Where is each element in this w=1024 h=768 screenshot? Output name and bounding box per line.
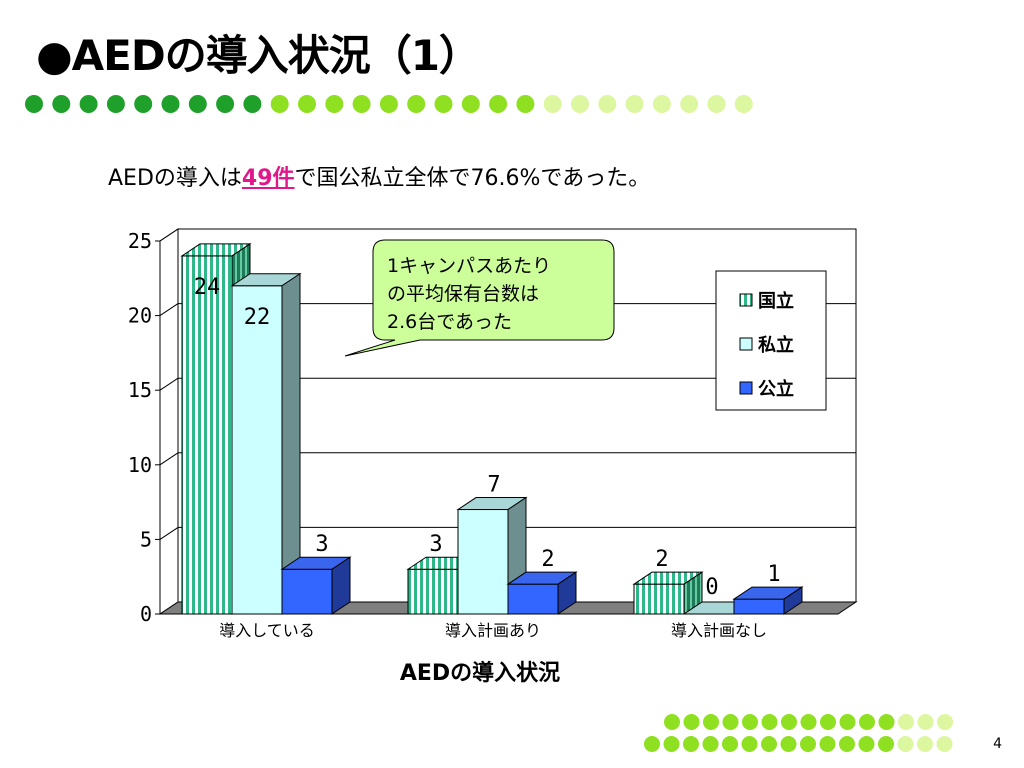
bar-front [281,568,333,615]
legend-label: 私立 [758,334,794,356]
legend-swatch [739,293,753,307]
summary-text: AEDの導入は49件で国公私立全体で76.6%であった。 [108,160,650,192]
data-label: 1 [767,562,780,587]
gridline-side [159,228,179,242]
legend-swatch [739,337,753,351]
callout-line: の平均保有台数は [387,283,539,305]
y-tick-label: 20 [128,304,152,328]
summary-highlight: 49件 [241,166,295,191]
gridline-side [159,303,179,317]
plot-side-wall [159,228,179,615]
legend-label: 国立 [758,290,794,312]
x-tick-label: 導入計画あり [445,621,541,640]
y-tick-label: 25 [128,229,152,253]
y-tick-label: 10 [128,453,152,477]
data-label: 3 [315,532,328,557]
y-tick-label: 15 [128,378,152,402]
gridline-side [159,452,179,466]
callout-bubble [344,239,615,357]
gridline-side [159,377,179,391]
bar [732,586,804,615]
bar [230,272,302,615]
callout-line: 2.6台であった [387,311,512,333]
bar-front [407,568,459,615]
x-axis-title: AEDの導入状況 [400,660,560,686]
bar [506,571,578,615]
bar-front [457,509,509,615]
data-label: 24 [194,275,221,300]
bar [280,556,352,615]
summary-suffix: で国公私立全体で76.6%であった。 [294,166,651,191]
bar-side [557,571,577,615]
page-number: 4 [993,736,1002,752]
legend-swatch [739,381,753,395]
bar-side [331,556,351,615]
data-label: 2 [655,547,668,572]
bar [632,571,704,615]
data-label: 22 [244,305,271,330]
data-label: 3 [429,532,442,557]
bar-side [783,586,803,615]
y-tick-label: 5 [140,527,152,551]
gridline-side [159,526,179,540]
x-tick-label: 導入している [219,621,315,640]
legend-label: 公立 [758,378,794,400]
bar-front [231,285,283,615]
data-label: 2 [541,547,554,572]
callout-line: 1キャンパスあたり [387,255,551,277]
slide-title: ●AEDの導入状況（1） [36,31,481,80]
y-tick-label: 0 [140,602,152,626]
bar-front [633,583,685,615]
x-tick-label: 導入計画なし [671,621,767,640]
data-label: 0 [705,575,718,600]
bar-front [733,598,785,615]
bar-front [507,583,559,615]
data-label: 7 [487,473,500,498]
bar-front [181,255,233,615]
summary-prefix: AEDの導入は [108,166,242,191]
legend-box [715,270,827,411]
